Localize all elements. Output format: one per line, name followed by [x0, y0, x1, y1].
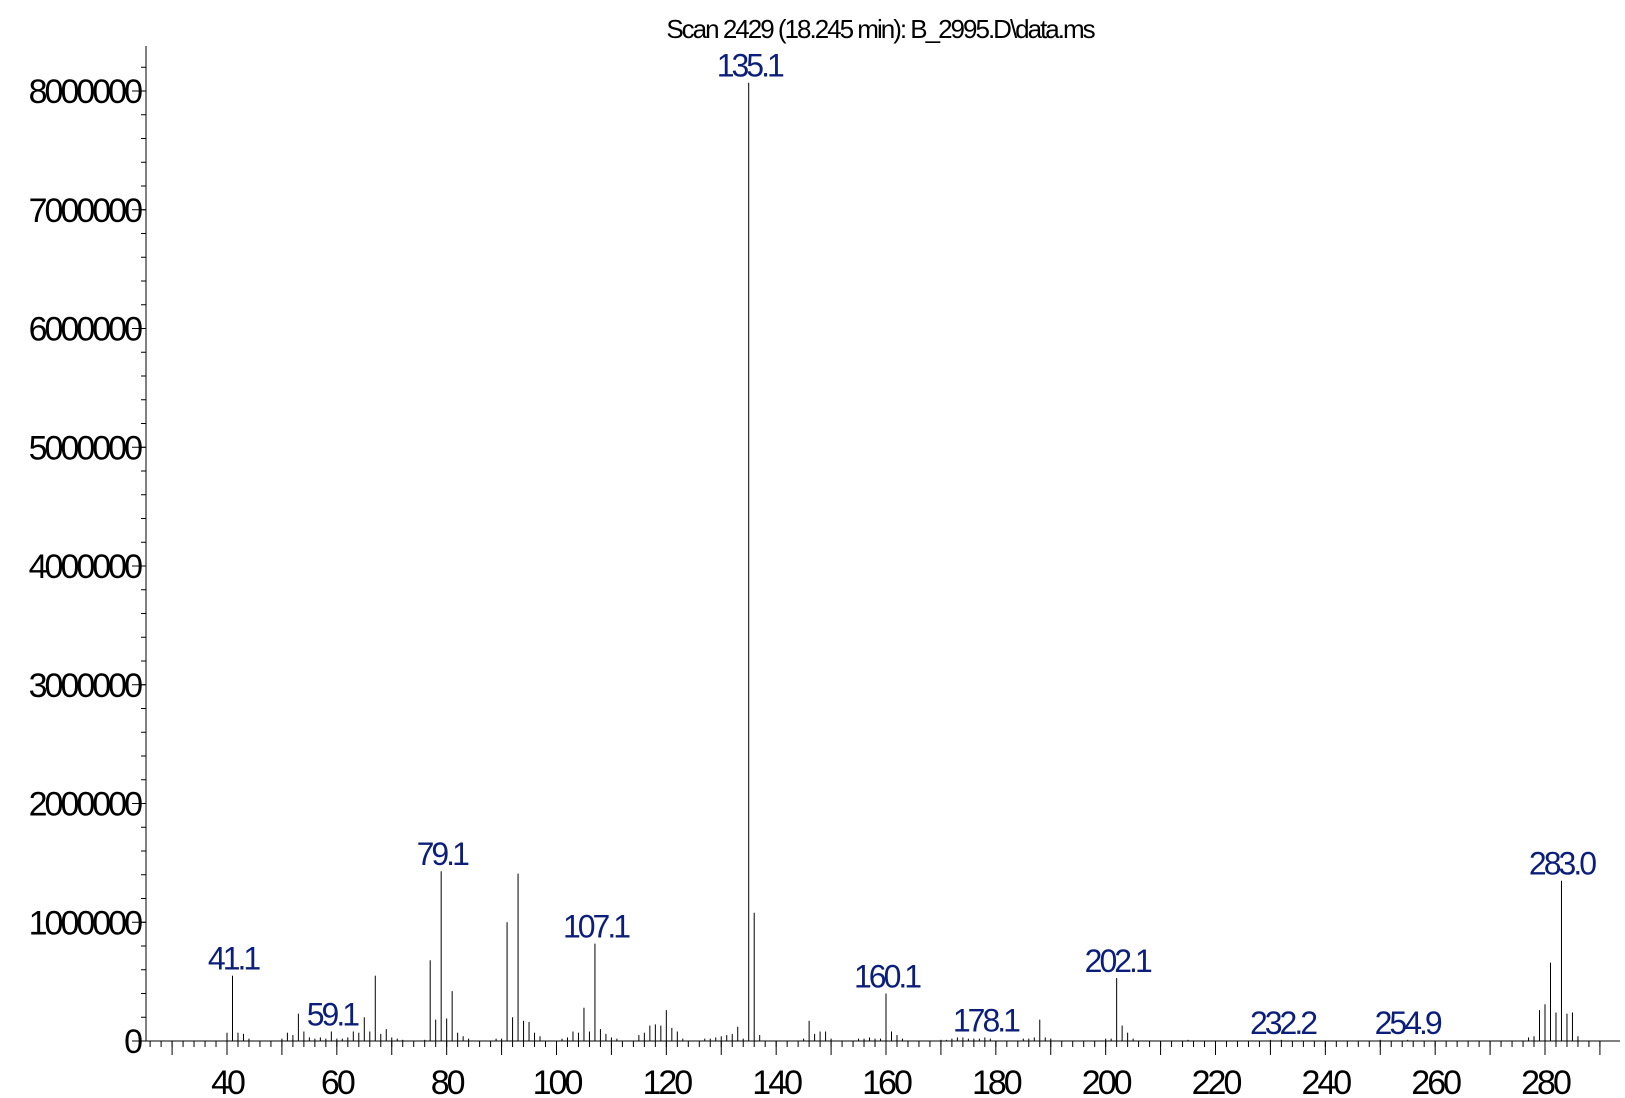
peak-label: 41.1	[208, 941, 260, 977]
x-tick-label: 160	[862, 1064, 912, 1098]
x-tick-label: 120	[642, 1064, 692, 1098]
x-tick-label: 140	[752, 1064, 802, 1098]
peak-labels: 41.1 59.1 79.1 107.1 135.1 160.1 178.1 202.1 232…	[208, 48, 1599, 1041]
peak-label: 79.1	[417, 836, 469, 872]
peak-label: 160.1	[854, 959, 921, 995]
x-tick-label: 60	[321, 1064, 355, 1098]
peak-label: 232.2	[1250, 1005, 1317, 1041]
y-tick-label: 6000000	[29, 311, 142, 349]
peak-label: 107.1	[563, 909, 630, 945]
y-tick-label: 4000000	[29, 548, 142, 586]
x-tick-label: 180	[972, 1064, 1022, 1098]
y-tick-label: 1000000	[29, 904, 142, 942]
axes: 0 1000000 2000000 3000000 4000000 5000000 6000…	[29, 46, 1620, 1098]
x-tick-label: 200	[1082, 1064, 1132, 1098]
y-tick-label: 8000000	[29, 73, 142, 111]
chart-title: Scan 2429 (18.245 min): B_2995.D\data.ms	[666, 14, 1095, 44]
y-tick-label: 0	[124, 1023, 142, 1061]
x-tick-label: 80	[431, 1064, 465, 1098]
y-tick-label: 2000000	[29, 786, 142, 824]
spectrum-bars	[226, 82, 1579, 1041]
peak-label: 254.9	[1375, 1005, 1442, 1041]
x-tick-label: 100	[533, 1064, 583, 1098]
peak-label: 178.1	[953, 1002, 1020, 1038]
peak-label: 283.0	[1529, 846, 1596, 882]
peak-label: 59.1	[307, 997, 359, 1033]
y-tick-label: 3000000	[29, 667, 142, 705]
x-tick-label: 240	[1301, 1064, 1351, 1098]
peak-label: 135.1	[717, 48, 784, 84]
y-tick-label: 7000000	[29, 192, 142, 230]
x-tick-label: 220	[1192, 1064, 1242, 1098]
peak-label: 202.1	[1085, 943, 1152, 979]
x-tick-label: 260	[1411, 1064, 1461, 1098]
x-tick-label: 40	[211, 1064, 245, 1098]
y-tick-label: 5000000	[29, 429, 142, 467]
x-tick-label: 280	[1521, 1064, 1571, 1098]
